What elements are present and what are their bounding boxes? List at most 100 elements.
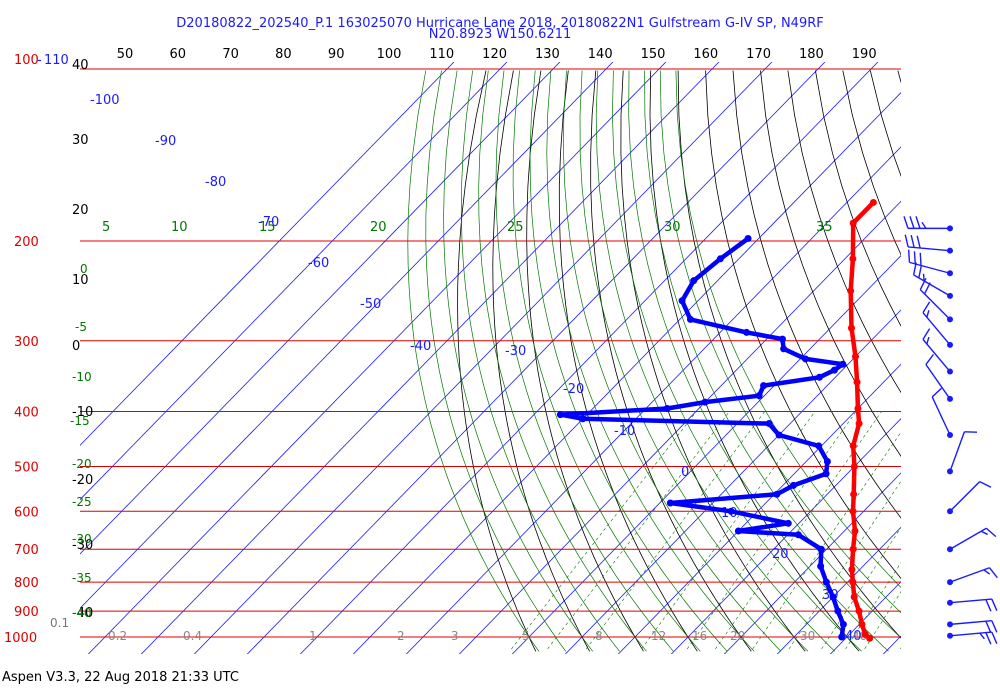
- top-axis-label: 100: [377, 47, 402, 62]
- isotherm-line: [246, 62, 826, 654]
- mixing-ratio-line: [900, 647, 901, 650]
- isotherm-label: -30: [505, 344, 526, 359]
- wind-barb-flag-half: [983, 569, 991, 575]
- dry-adiabat-line: [925, 71, 1000, 652]
- dewpoint-point: [690, 277, 698, 285]
- isotherm-line: [80, 62, 561, 555]
- wind-barb-staff: [925, 364, 951, 400]
- temperature-point: [855, 420, 863, 428]
- wind-barb-flag-half: [979, 632, 985, 640]
- top-axis-label: 120: [482, 47, 507, 62]
- wind-barb-staff: [949, 481, 981, 512]
- isotherm-line: [80, 62, 614, 609]
- wind-barb-staff: [919, 289, 951, 320]
- wind-barb: [947, 631, 998, 645]
- top-axis-label: 60: [170, 47, 187, 62]
- dewpoint-point: [838, 633, 846, 641]
- wind-barb-staff: [949, 598, 992, 604]
- dry-adiabat-line: [558, 70, 698, 652]
- dry-adiabat-line: [815, 70, 901, 327]
- wind-barb-flag-full: [904, 234, 909, 248]
- top-axis-label: 110: [429, 47, 454, 62]
- wind-barb: [907, 249, 953, 277]
- moist-adiabat-label: -35: [72, 571, 92, 585]
- isotherm-label: -60: [308, 256, 329, 271]
- dewpoint-point: [834, 607, 842, 615]
- isotherm-line: [511, 255, 901, 654]
- mixing-ratio-line: [641, 411, 816, 650]
- theta-label: 20: [370, 220, 387, 235]
- temperature-point: [847, 324, 855, 332]
- temperature-point: [850, 462, 858, 470]
- wind-barb-flag-full: [925, 353, 935, 365]
- left-axis-number: 20: [72, 203, 89, 218]
- dewpoint-point: [817, 545, 825, 553]
- isotherm-line: [299, 62, 879, 654]
- temperature-point: [849, 442, 857, 450]
- top-axis-label: 190: [852, 47, 877, 62]
- wind-barb-staff: [949, 631, 992, 637]
- wind-barb: [922, 301, 953, 348]
- dewpoint-point: [727, 507, 735, 515]
- top-axis-label: 140: [588, 47, 613, 62]
- mixing-ratio-line: [511, 411, 697, 650]
- wind-barb-flag-full: [985, 620, 992, 634]
- chart-subtitle-location: N20.8923 W150.6211: [428, 27, 572, 42]
- dewpoint-point: [744, 235, 752, 243]
- dewpoint-point: [716, 255, 724, 263]
- wind-barb-flag-full: [991, 620, 998, 633]
- separator-glyph: -: [37, 53, 42, 68]
- wind-barb-flag-full: [922, 328, 931, 340]
- moist-adiabat-label: -40: [72, 606, 92, 620]
- moist-adiabat-line: [644, 70, 901, 639]
- wind-barb-flag-full: [912, 262, 917, 276]
- isotherm-label: -100: [90, 93, 120, 108]
- dewpoint-point: [829, 593, 837, 601]
- wind-barb-flag-full: [903, 216, 909, 229]
- wind-barb-flag-full: [910, 235, 915, 248]
- dewpoint-point: [794, 531, 802, 539]
- pressure-label: 300: [14, 335, 39, 350]
- isotherm-line: [352, 92, 901, 654]
- wind-barb-flag-full: [985, 527, 997, 538]
- dewpoint-point: [778, 335, 786, 343]
- wind-barb-flag-full: [923, 282, 931, 295]
- mixing-ratio-label: 20: [730, 629, 745, 643]
- temperature-point: [850, 593, 858, 601]
- top-axis-label: 150: [641, 47, 666, 62]
- temperature-point: [855, 607, 863, 615]
- wind-barb: [947, 431, 978, 475]
- theta-label: 10: [171, 220, 188, 235]
- dewpoint-point: [743, 328, 751, 336]
- dry-adiabat-line: [842, 70, 901, 256]
- isotherm-label: 20: [772, 547, 789, 562]
- wind-barb-staff: [949, 567, 990, 583]
- dewpoint-point: [817, 562, 825, 570]
- wind-barb-flag-full: [913, 251, 916, 264]
- mixing-ratio-line: [686, 411, 857, 650]
- wind-barb: [903, 216, 953, 232]
- top-axis-label: 80: [275, 47, 292, 62]
- wind-barb-flag-full: [907, 249, 911, 263]
- moist-adiabat-line: [563, 70, 782, 652]
- dewpoint-point: [823, 457, 831, 465]
- temperature-point: [849, 578, 857, 586]
- pressure-label: 900: [14, 605, 39, 620]
- mixing-ratio-label: 16: [692, 629, 707, 643]
- isotherm-line: [405, 146, 901, 654]
- dry-adiabat-line: [677, 70, 901, 639]
- wind-barb-flag-full: [922, 301, 931, 314]
- wind-barb-flag-full: [985, 599, 992, 612]
- isotherm-line: [564, 309, 901, 654]
- left-axis-number: 40: [72, 58, 89, 73]
- moist-adiabat-label: -25: [72, 495, 92, 509]
- wind-barb-staff: [931, 396, 951, 436]
- temperature-point: [849, 545, 857, 553]
- wind-barb-flag-full: [915, 216, 921, 229]
- dewpoint-point: [775, 431, 783, 439]
- temperature-point: [858, 620, 866, 628]
- mixing-ratio-line: [864, 591, 901, 650]
- pressure-label: 400: [14, 406, 39, 421]
- mixing-ratio-label: 0.1: [50, 616, 69, 630]
- mixing-ratio-line: [845, 562, 901, 650]
